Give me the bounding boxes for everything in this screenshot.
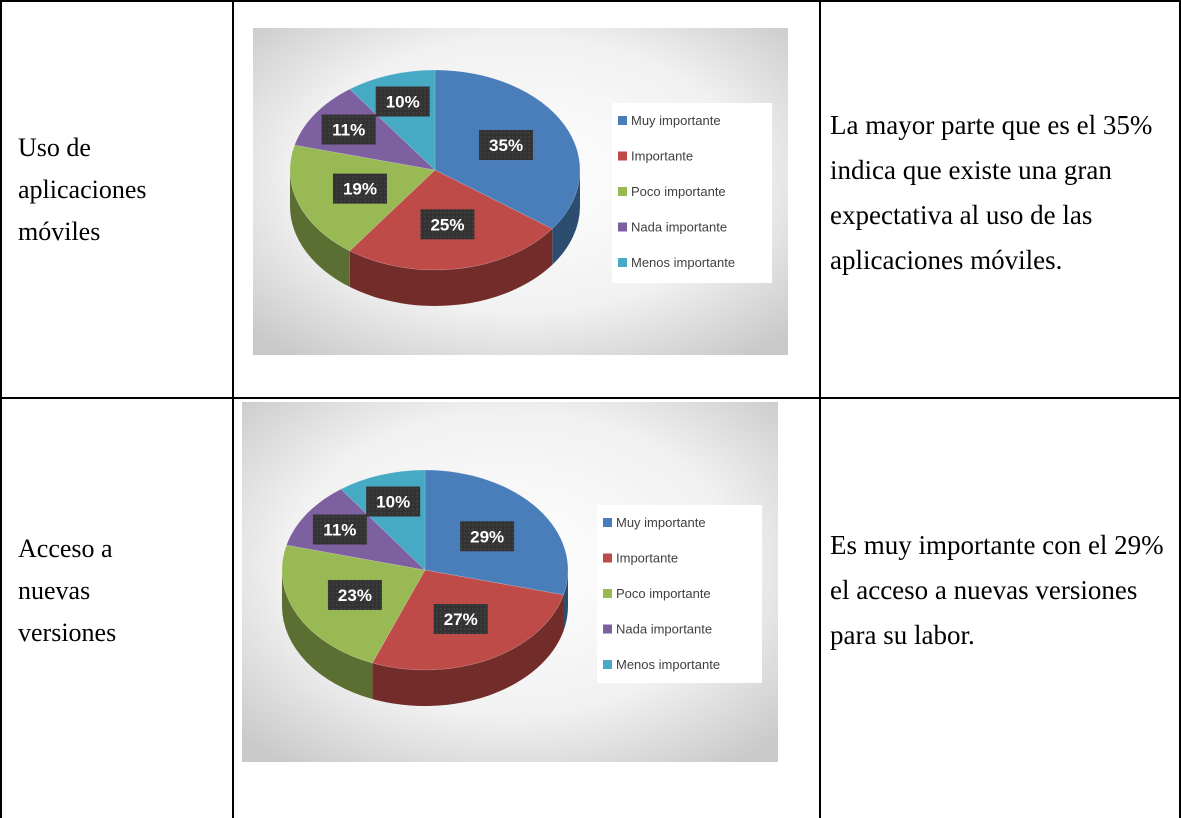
data-label: 35% — [489, 136, 523, 155]
slice-side — [372, 594, 564, 706]
legend-label: Nada importante — [631, 220, 727, 235]
data-label: 19% — [343, 180, 377, 199]
row-comment: La mayor parte que es el 35% indica que … — [830, 109, 1153, 275]
table-border — [0, 0, 1181, 2]
legend-label: Poco importante — [616, 586, 711, 601]
data-label-box — [420, 209, 475, 240]
data-label-box — [327, 579, 382, 610]
table-border — [1179, 0, 1181, 818]
legend-box — [597, 505, 762, 683]
legend-swatch — [618, 258, 627, 267]
legend-label: Menos importante — [616, 657, 720, 672]
row-label: Uso de aplicaciones móviles — [18, 133, 147, 246]
slice-side — [290, 170, 350, 287]
row-comment: Es muy importante con el 29% el acceso a… — [830, 530, 1164, 650]
legend-label: Muy importante — [616, 515, 706, 530]
slice-side — [563, 570, 568, 631]
legend-swatch — [618, 187, 627, 196]
data-label-box — [433, 604, 488, 635]
data-label-box — [321, 114, 376, 145]
legend-swatch — [603, 660, 612, 669]
legend-label: Importante — [631, 149, 693, 164]
legend-label: Menos importante — [631, 255, 735, 270]
data-label: 11% — [323, 521, 356, 540]
pie-chart: 29% 27% 23% 11% 10% Muy importante Importante P… — [242, 402, 778, 762]
legend-label: Importante — [616, 551, 678, 566]
table-border — [232, 0, 234, 818]
data-label: 25% — [430, 215, 464, 234]
legend-swatch — [618, 116, 627, 125]
label-cell: Uso de aplicaciones móviles — [18, 0, 178, 380]
table-border — [819, 0, 821, 818]
data-label-box — [479, 130, 534, 161]
slice-side — [552, 170, 580, 265]
data-label: 11% — [332, 121, 365, 140]
legend-box — [612, 103, 772, 283]
data-label: 10% — [386, 93, 420, 112]
data-label-box — [312, 514, 367, 545]
data-label-box — [375, 86, 430, 117]
pie-chart: 35% 25% 19% 11% 10% Muy importante Importante P… — [253, 28, 788, 355]
data-label: 23% — [338, 586, 372, 605]
row-label: Acceso a nuevas versiones — [18, 533, 117, 647]
data-label-box — [460, 521, 515, 552]
table-border — [0, 0, 2, 818]
data-label: 10% — [376, 493, 410, 512]
legend-swatch — [618, 222, 627, 232]
legend-label: Muy importante — [631, 113, 721, 128]
legend-swatch — [603, 624, 612, 634]
legend-swatch — [603, 589, 612, 598]
data-label-box — [366, 486, 421, 517]
slice-side — [349, 228, 553, 306]
legend-label: Nada importante — [616, 622, 712, 637]
legend-swatch — [603, 553, 612, 563]
slice-side — [282, 570, 373, 699]
data-label: 27% — [444, 610, 478, 629]
legend-label: Poco importante — [631, 184, 726, 199]
comment-cell: La mayor parte que es el 35% indica que … — [830, 0, 1170, 385]
legend-swatch — [618, 151, 627, 161]
table-border — [0, 397, 1181, 399]
comment-cell: Es muy importante con el 29% el acceso a… — [830, 398, 1170, 783]
legend-swatch — [603, 518, 612, 527]
label-cell: Acceso a nuevas versiones — [18, 398, 178, 783]
data-label-box — [332, 173, 387, 204]
data-label: 29% — [470, 527, 504, 546]
